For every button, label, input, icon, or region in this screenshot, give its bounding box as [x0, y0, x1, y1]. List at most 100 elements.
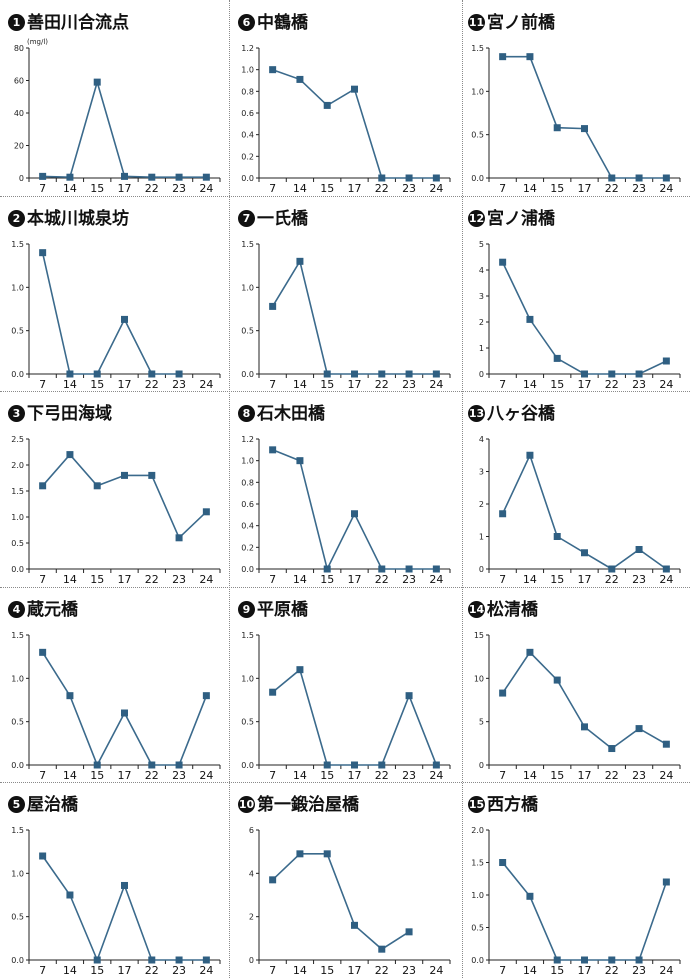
data-point — [378, 174, 386, 182]
x-tick-label: 24 — [659, 964, 673, 977]
chart-panel-12: 12 宮ノ浦橋 0 1 2 3 4 5 7 14 15 17 22 23 24 — [460, 196, 690, 392]
x-tick-label: 15 — [320, 769, 334, 782]
chart-panel-4: 4 蔵元橋 0.0 0.5 1.0 1.5 7 14 15 17 22 23 24 — [0, 587, 230, 783]
line-chart-svg: 0.0 0.5 1.0 1.5 2.0 2.5 7 14 15 17 22 23 24 — [11, 435, 221, 586]
data-point — [526, 648, 534, 656]
y-tick-label: 0.0 — [241, 174, 254, 183]
x-tick-label: 17 — [578, 573, 592, 586]
chart-panel-6: 6 中鶴橋 0.0 0.2 0.4 0.6 0.8 1.0 1.2 7 14 15 17 22 23 24 — [230, 0, 460, 196]
chart-panel-7: 7 一氏橋 0.0 0.5 1.0 1.5 7 14 15 17 22 23 24 — [230, 196, 460, 392]
data-point — [635, 725, 643, 733]
chart-title: 1 善田川合流点 — [8, 8, 129, 33]
y-tick-label: 0 — [479, 370, 484, 379]
x-tick-label: 23 — [172, 964, 186, 977]
x-tick-label: 23 — [402, 964, 416, 977]
x-tick-label: 15 — [90, 769, 104, 782]
x-tick-label: 24 — [199, 964, 213, 977]
y-tick-label: 1.0 — [241, 674, 254, 683]
data-point — [553, 676, 561, 684]
column-separator — [229, 0, 230, 978]
data-point — [175, 370, 183, 378]
x-tick-label: 24 — [199, 378, 213, 391]
data-point — [499, 258, 507, 266]
chart-title-text: 中鶴橋 — [257, 13, 308, 33]
x-tick-label: 7 — [499, 182, 506, 195]
row-separator — [0, 391, 690, 392]
data-point — [121, 172, 128, 180]
x-tick-label: 14 — [523, 769, 537, 782]
x-tick-label: 7 — [39, 573, 46, 586]
data-point — [581, 370, 588, 378]
x-tick-label: 22 — [375, 378, 389, 391]
data-point — [296, 257, 304, 265]
x-tick-label: 17 — [348, 964, 362, 977]
x-tick-label: 17 — [118, 573, 132, 586]
data-point — [202, 508, 210, 516]
x-tick-label: 15 — [320, 378, 334, 391]
data-point — [662, 565, 670, 573]
chart-panel-9: 9 平原橋 0.0 0.5 1.0 1.5 7 14 15 17 22 23 24 — [230, 587, 460, 783]
x-tick-label: 14 — [63, 573, 77, 586]
data-point — [296, 457, 304, 465]
series-line — [501, 861, 668, 961]
data-point — [93, 761, 101, 769]
data-point — [66, 451, 74, 459]
x-tick-label: 23 — [402, 378, 416, 391]
x-tick-label: 15 — [550, 769, 564, 782]
data-point — [499, 859, 507, 866]
y-tick-label: 20 — [14, 142, 24, 151]
x-tick-label: 15 — [90, 182, 104, 195]
x-tick-label: 7 — [269, 182, 276, 195]
data-point — [581, 956, 588, 964]
data-point — [432, 565, 440, 573]
data-point — [93, 370, 101, 378]
y-tick-label: 0 — [19, 174, 24, 183]
chart-title-text: 一氏橋 — [257, 209, 308, 229]
data-point — [93, 78, 101, 86]
y-tick-label: 0.0 — [241, 565, 254, 574]
y-tick-label: 1.0 — [11, 869, 24, 878]
series-line — [272, 853, 410, 951]
chart-title: 9 平原橋 — [238, 595, 308, 620]
x-tick-label: 17 — [348, 182, 362, 195]
series-line — [272, 449, 437, 572]
line-chart-svg: 0.0 0.5 1.0 1.5 7 14 15 17 22 23 24 — [241, 631, 451, 782]
chart-number-badge: 1 — [8, 14, 25, 31]
data-point — [202, 173, 210, 181]
y-tick-label: 0.5 — [241, 718, 254, 727]
data-point — [148, 173, 156, 181]
data-point — [432, 174, 440, 182]
y-tick-label: 0.4 — [241, 522, 254, 531]
x-tick-label: 24 — [199, 182, 213, 195]
y-tick-label: 1.0 — [471, 891, 484, 900]
x-tick-label: 23 — [632, 573, 646, 586]
row-separator — [0, 196, 690, 197]
x-tick-label: 15 — [90, 964, 104, 977]
data-point — [553, 956, 561, 964]
x-tick-label: 14 — [293, 378, 307, 391]
series-line — [41, 855, 207, 963]
chart-number-badge: 5 — [8, 796, 25, 813]
data-point — [378, 761, 386, 769]
chart-title: 7 一氏橋 — [238, 204, 308, 229]
line-chart-svg: 0.0 0.5 1.0 1.5 7 14 15 17 22 23 24 — [471, 44, 681, 195]
data-point — [269, 688, 277, 696]
y-tick-label: 1.5 — [471, 44, 484, 53]
data-point — [553, 354, 561, 362]
x-tick-label: 7 — [269, 573, 276, 586]
x-tick-label: 23 — [632, 964, 646, 977]
chart-title: 14 松清橋 — [468, 595, 538, 620]
data-point — [662, 357, 670, 365]
data-point — [148, 370, 156, 378]
x-tick-label: 22 — [145, 378, 159, 391]
y-tick-label: 1.2 — [241, 44, 254, 53]
x-tick-label: 15 — [320, 573, 334, 586]
x-tick-label: 7 — [499, 378, 506, 391]
y-tick-label: 4 — [249, 869, 254, 878]
y-tick-label: 5 — [479, 240, 484, 249]
x-tick-label: 23 — [402, 182, 416, 195]
x-tick-label: 23 — [172, 573, 186, 586]
y-tick-label: 40 — [14, 109, 24, 118]
chart-title-text: 下弓田海域 — [27, 404, 112, 424]
